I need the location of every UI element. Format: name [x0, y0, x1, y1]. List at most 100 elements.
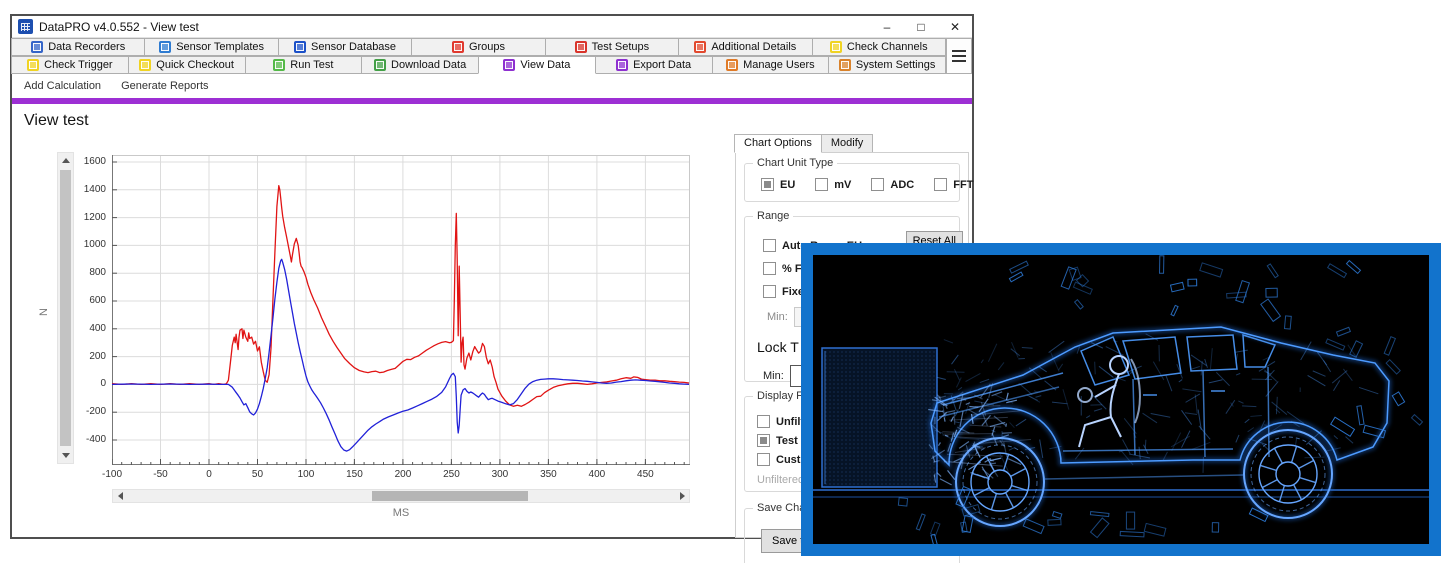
scroll-up-icon[interactable]: [58, 153, 73, 168]
checkbox-label: FFT: [953, 179, 973, 191]
tab-manage-users[interactable]: Manage Users: [712, 56, 830, 74]
overflow-menu-button[interactable]: [946, 38, 972, 74]
tab-modify[interactable]: Modify: [821, 134, 873, 153]
tab-quick-checkout[interactable]: Quick Checkout: [128, 56, 246, 74]
checkbox-box[interactable]: [761, 178, 774, 191]
checkbox-box[interactable]: [763, 239, 776, 252]
x-tick-label: 50: [239, 469, 275, 480]
tab-row-1: Data Recorders Sensor TemplatesSensor Dat…: [12, 38, 946, 56]
system-settings-icon: [839, 59, 851, 71]
checkbox-box[interactable]: [763, 262, 776, 275]
y-tick-label: 1600: [72, 156, 106, 167]
tab-test-setups[interactable]: Test Setups: [545, 38, 679, 56]
x-tick-label: 300: [482, 469, 518, 480]
tab-additional-details[interactable]: Additional Details: [678, 38, 812, 56]
checkbox-box[interactable]: [934, 178, 947, 191]
groups-icon: [452, 41, 464, 53]
checkbox-adc[interactable]: ADC: [871, 178, 914, 191]
app-logo-icon: [18, 19, 33, 34]
menu-add-calculation[interactable]: Add Calculation: [24, 80, 101, 92]
crash-barrier: [822, 348, 937, 487]
checkbox-eu[interactable]: EU: [761, 178, 795, 191]
checkbox-box[interactable]: [763, 285, 776, 298]
checkbox-mv[interactable]: mV: [815, 178, 851, 191]
tab-data-recorders[interactable]: Data Recorders: [11, 38, 145, 56]
tab-groups[interactable]: Groups: [411, 38, 545, 56]
export-data-icon: [616, 59, 628, 71]
sensor-templates-icon: [159, 41, 171, 53]
sensor-database-icon: [294, 41, 306, 53]
tab-run-test[interactable]: Run Test: [245, 56, 363, 74]
group-legend: Chart Unit Type: [753, 157, 837, 169]
menu-generate-reports[interactable]: Generate Reports: [121, 80, 208, 92]
tab-label: Download Data: [391, 59, 466, 71]
chart-unit-type-group: Chart Unit Type EUmVADCFFT: [744, 163, 960, 202]
x-axis-tick-labels: -100-50050100150200250300350400450: [112, 469, 690, 481]
tab-download-data[interactable]: Download Data: [361, 56, 479, 74]
panel-tabs: Chart Options Modify: [735, 134, 969, 153]
x-tick-label: 250: [433, 469, 469, 480]
tab-label: Data Recorders: [48, 41, 125, 53]
horizontal-scrollbar-thumb[interactable]: [372, 491, 528, 501]
maximize-button[interactable]: □: [904, 16, 938, 37]
window-controls: – □ ✕: [870, 16, 972, 37]
download-data-icon: [374, 59, 386, 71]
minimize-button[interactable]: –: [870, 16, 904, 37]
crash-test-image: [801, 243, 1441, 556]
y-tick-label: 1400: [72, 184, 106, 195]
scroll-down-icon[interactable]: [58, 448, 73, 463]
check-channels-icon: [830, 41, 842, 53]
x-tick-label: 150: [336, 469, 372, 480]
x-tick-label: 0: [191, 469, 227, 480]
tab-check-trigger[interactable]: Check Trigger: [11, 56, 129, 74]
quick-checkout-icon: [139, 59, 151, 71]
tab-chart-options[interactable]: Chart Options: [734, 134, 822, 153]
vertical-scrollbar-thumb[interactable]: [60, 170, 71, 446]
x-tick-label: 200: [385, 469, 421, 480]
additional-details-icon: [694, 41, 706, 53]
tab-label: Groups: [469, 41, 505, 53]
checkbox-box[interactable]: [757, 415, 770, 428]
lock-time-label: Lock T: [757, 339, 799, 355]
scroll-right-icon[interactable]: [675, 490, 689, 502]
x-axis-title: MS: [112, 507, 690, 519]
manage-users-icon: [726, 59, 738, 71]
check-trigger-icon: [27, 59, 39, 71]
checkbox-box[interactable]: [757, 453, 770, 466]
x-tick-label: 450: [627, 469, 663, 480]
scroll-left-icon[interactable]: [113, 490, 127, 502]
checkbox-label: mV: [834, 179, 851, 191]
checkbox-box[interactable]: [757, 434, 770, 447]
group-legend: Range: [753, 210, 793, 222]
tab-export-data[interactable]: Export Data: [595, 56, 713, 74]
tab-sensor-templates[interactable]: Sensor Templates: [144, 38, 278, 56]
menubar: Add Calculation Generate Reports: [12, 76, 972, 96]
tab-label: View Data: [520, 59, 570, 71]
checkbox-fft[interactable]: FFT: [934, 178, 973, 191]
flying-debris: [898, 256, 1422, 544]
checkbox-label: ADC: [890, 179, 914, 191]
chart-plot-area[interactable]: [112, 155, 690, 465]
tab-view-data[interactable]: View Data: [478, 56, 596, 74]
x-tick-label: -50: [142, 469, 178, 480]
y-tick-label: -200: [72, 406, 106, 417]
run-test-icon: [273, 59, 285, 71]
x-tick-label: 350: [530, 469, 566, 480]
y-tick-label: 800: [72, 267, 106, 278]
y-tick-label: -400: [72, 434, 106, 445]
tab-system-settings[interactable]: System Settings: [828, 56, 946, 74]
y-tick-label: 0: [72, 378, 106, 389]
series-blue: [112, 259, 689, 451]
car-wheels: [956, 430, 1332, 526]
checkbox-box[interactable]: [871, 178, 884, 191]
tab-label: Quick Checkout: [156, 59, 234, 71]
tab-check-channels[interactable]: Check Channels: [812, 38, 946, 56]
crash-dummy: [1078, 356, 1140, 447]
hamburger-icon: [952, 50, 966, 52]
checkbox-box[interactable]: [815, 178, 828, 191]
tab-label: System Settings: [856, 59, 935, 71]
test-setups-icon: [575, 41, 587, 53]
close-button[interactable]: ✕: [938, 16, 972, 37]
horizontal-scrollbar[interactable]: [112, 489, 690, 503]
tab-sensor-database[interactable]: Sensor Database: [278, 38, 412, 56]
